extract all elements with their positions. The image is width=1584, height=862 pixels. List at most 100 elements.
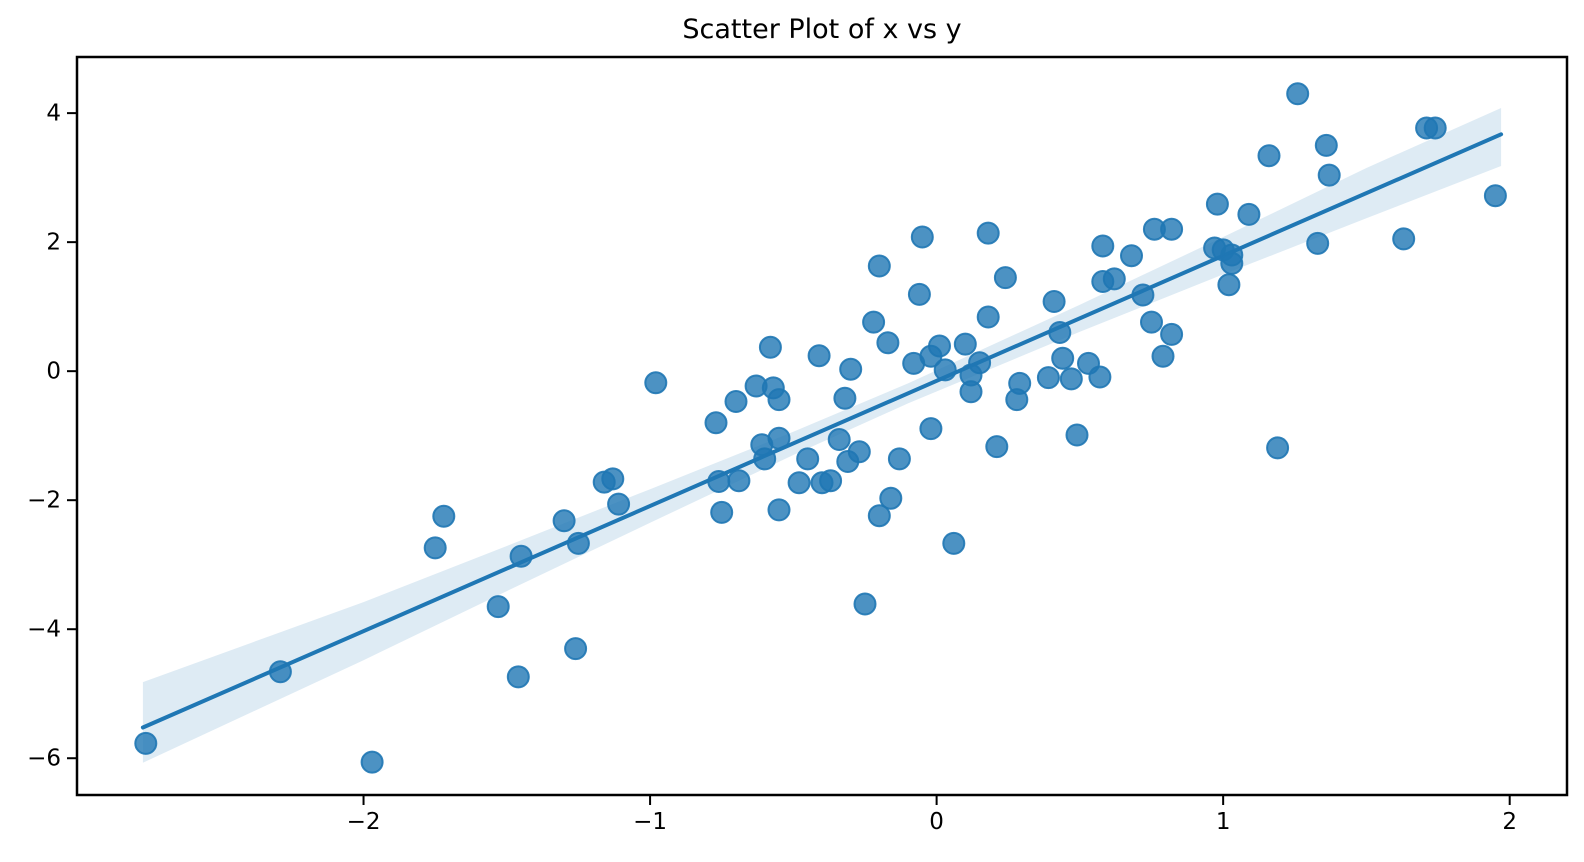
scatter-point <box>707 470 731 493</box>
scatter-point <box>710 500 734 524</box>
scatter-point <box>1102 267 1126 291</box>
scatter-point <box>993 266 1017 290</box>
scatter-point <box>942 531 966 555</box>
scatter-point <box>928 334 951 358</box>
chart-title: Scatter Plot of x vs y <box>682 14 961 45</box>
scatter-point <box>1317 163 1341 187</box>
scatter-point <box>432 504 456 528</box>
scatter-point <box>876 331 900 355</box>
scatter-point <box>839 357 863 381</box>
scatter-point <box>1065 423 1089 447</box>
scatter-point <box>1160 217 1184 241</box>
scatter-point <box>1306 231 1330 255</box>
scatter-point <box>1266 436 1290 460</box>
scatter-point <box>1257 144 1281 168</box>
regression-line-layer <box>140 132 1504 730</box>
scatter-point <box>1131 283 1155 307</box>
x-tick-label: −1 <box>633 809 667 835</box>
scatter-point <box>1483 184 1507 208</box>
scatter-point <box>1042 290 1066 313</box>
scatter-point <box>968 351 992 375</box>
scatter-point <box>1091 234 1115 258</box>
scatter-point <box>862 310 886 334</box>
scatter-point <box>1059 367 1083 391</box>
scatter-point <box>833 386 857 410</box>
scatter-point <box>1392 227 1416 251</box>
scatter-point <box>919 417 943 441</box>
scatter-point <box>976 221 1000 245</box>
scatter-point <box>1048 321 1072 344</box>
ticks-layer: −2 −1 0 1 2 4 2 0 −2 −4 −6 <box>27 101 1517 835</box>
y-tick-label: 0 <box>46 359 61 385</box>
y-tick-label: −6 <box>27 746 61 772</box>
scatter-point <box>1140 310 1163 334</box>
confidence-band-layer <box>142 108 1502 763</box>
scatter-point <box>953 332 977 356</box>
scatter-point <box>1220 251 1244 275</box>
scatter-point <box>985 435 1009 459</box>
scatter-point <box>853 592 877 616</box>
scatter-point <box>1120 244 1143 268</box>
scatter-point <box>887 447 911 471</box>
scatter-point <box>1008 371 1032 395</box>
scatter-point <box>1217 273 1241 297</box>
scatter-point <box>933 358 957 382</box>
scatter-point <box>1051 346 1075 370</box>
scatter-point <box>767 388 791 412</box>
scatter-point <box>552 509 576 533</box>
scatter-point <box>423 536 447 560</box>
scatter-point <box>724 390 748 413</box>
scatter-point <box>847 440 871 464</box>
axes-frame <box>75 55 1569 797</box>
y-tick-label: −2 <box>27 488 61 514</box>
scatter-point <box>1151 344 1175 368</box>
x-tick-label: 0 <box>929 809 944 835</box>
scatter-point <box>644 371 668 395</box>
scatter-points-layer <box>134 82 1507 774</box>
scatter-point <box>976 305 1000 329</box>
scatter-point <box>1237 202 1261 226</box>
scatter-point <box>727 469 751 493</box>
scatter-point <box>566 531 590 555</box>
scatter-point <box>807 344 831 368</box>
scatter-point <box>134 731 158 755</box>
y-tick-label: −4 <box>27 617 61 643</box>
scatter-point <box>506 665 530 689</box>
y-tick-label: 2 <box>46 230 61 256</box>
scatter-point <box>758 335 782 359</box>
scatter-point <box>879 486 903 510</box>
scatter-point <box>787 471 811 495</box>
axes-layer <box>75 55 1569 797</box>
scatter-point <box>1160 322 1184 346</box>
x-tick-label: −2 <box>347 809 381 835</box>
scatter-point <box>509 544 533 568</box>
scatter-point <box>704 411 728 435</box>
scatter-point <box>1286 82 1310 106</box>
y-tick-label: 4 <box>46 101 61 127</box>
scatter-point <box>1423 116 1447 140</box>
regression-line <box>140 132 1504 730</box>
scatter-point <box>601 467 625 491</box>
scatter-point <box>819 469 843 493</box>
confidence-band <box>142 108 1502 763</box>
scatter-point <box>867 254 891 278</box>
scatter-point <box>268 660 292 684</box>
scatter-point <box>767 426 791 450</box>
scatter-point <box>1314 133 1338 157</box>
scatter-point <box>767 498 791 522</box>
scatter-point <box>360 750 384 774</box>
scatter-point <box>753 447 777 471</box>
scatter-point <box>827 428 851 451</box>
scatter-point <box>867 504 891 528</box>
x-tick-label: 2 <box>1502 809 1517 835</box>
scatter-point <box>486 595 510 619</box>
scatter-point <box>1088 365 1112 389</box>
scatter-point <box>959 380 983 404</box>
scatter-point <box>564 637 588 661</box>
scatter-point <box>1036 366 1060 390</box>
scatter-point <box>607 492 631 516</box>
scatter-point <box>910 225 934 249</box>
x-tick-label: 1 <box>1216 809 1231 835</box>
